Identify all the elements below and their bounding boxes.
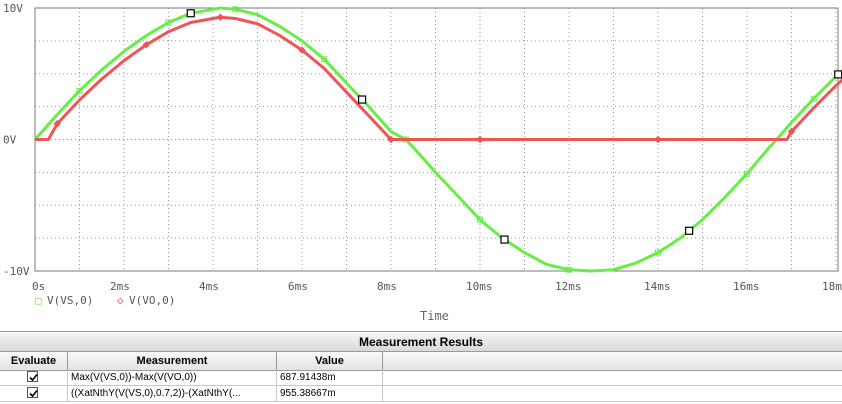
column-header-evaluate[interactable]: Evaluate (0, 352, 68, 370)
x-tick-label: 14ms (644, 280, 671, 293)
trace-point (216, 13, 225, 21)
checkmark-icon (29, 389, 38, 398)
trace-point (654, 135, 662, 144)
measurement-value: 955.38667m (277, 386, 383, 401)
x-tick-label: 2ms (110, 280, 130, 293)
trace-point (655, 249, 661, 256)
legend-diamond-icon: ◇ (117, 294, 124, 307)
x-tick-label: 16ms (733, 280, 760, 293)
column-header-value[interactable]: Value (277, 352, 383, 370)
trace-point (387, 135, 395, 144)
trace-vs (33, 6, 842, 273)
cursor-marker (685, 226, 694, 235)
cursor-marker (834, 70, 842, 79)
trace-point (477, 216, 483, 223)
checkmark-icon (29, 373, 38, 382)
trace-point (566, 266, 572, 273)
x-axis-title: Time (420, 309, 449, 323)
trace-point (476, 135, 484, 144)
trace-point (298, 46, 306, 54)
x-tick-label: 0s (32, 280, 45, 293)
trace-point (321, 56, 328, 63)
probe-plot-window[interactable]: 10V 0V -10V 0s 2ms 4ms 6ms 8ms 10ms 12ms 14ms 16ms 1… (0, 0, 842, 325)
measurement-row[interactable]: ((XatNthY(V(VS,0),0.7,2))-(XatNthY(... 9… (0, 386, 842, 402)
x-tick-label: 10ms (466, 280, 493, 293)
cursor-markers (186, 9, 842, 244)
x-tick-label: 12ms (555, 280, 582, 293)
legend-label: V(VO,0) (129, 294, 175, 307)
measurement-value: 687.91438m (277, 370, 383, 385)
y-tick-label-top: 10V (3, 2, 23, 15)
measurement-expression[interactable]: Max(V(VS,0))-Max(V(VO,0)) (68, 370, 277, 385)
legend-label: V(VS,0) (47, 294, 93, 307)
trace-point (232, 6, 239, 13)
evaluate-checkbox[interactable] (27, 371, 38, 382)
y-tick-label-zero: 0V (3, 134, 17, 147)
legend-square-icon: □ (35, 294, 42, 307)
trace-vo (35, 15, 842, 141)
measurement-row[interactable]: Max(V(VS,0))-Max(V(VO,0)) 687.91438m (0, 370, 842, 386)
x-tick-label: 6ms (288, 280, 308, 293)
x-tick-label: 4ms (199, 280, 219, 293)
evaluate-cell (0, 370, 68, 385)
evaluate-checkbox[interactable] (27, 387, 38, 398)
evaluate-cell (0, 386, 68, 401)
trace-point (810, 95, 817, 102)
trace-point (787, 127, 796, 136)
trace-point (744, 170, 750, 177)
measurement-results-panel: Measurement Results Evaluate Measurement… (0, 331, 842, 404)
x-tick-label: 18ms (822, 280, 842, 293)
x-tick-label: 8ms (377, 280, 397, 293)
trace-point (142, 41, 150, 49)
measurement-expression[interactable]: ((XatNthY(V(VS,0),0.7,2))-(XatNthY(... (68, 386, 277, 401)
cursor-marker (186, 9, 195, 18)
measurement-results-title: Measurement Results (0, 333, 842, 352)
cursor-marker (357, 95, 367, 104)
measurement-table-header: Evaluate Measurement Value (0, 352, 842, 371)
plot-legend: □ V(VS,0) ◇ V(VO,0) (35, 294, 175, 307)
column-header-measurement[interactable]: Measurement (68, 352, 277, 370)
trace-point (53, 120, 61, 128)
traces (33, 6, 842, 273)
cursor-marker (500, 235, 509, 244)
y-tick-label-bottom: -10V (3, 265, 30, 278)
trace-point (76, 87, 83, 94)
trace-point (165, 19, 172, 26)
